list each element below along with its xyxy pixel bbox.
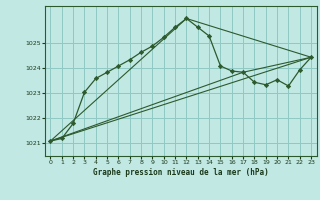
X-axis label: Graphe pression niveau de la mer (hPa): Graphe pression niveau de la mer (hPa) <box>93 168 269 177</box>
